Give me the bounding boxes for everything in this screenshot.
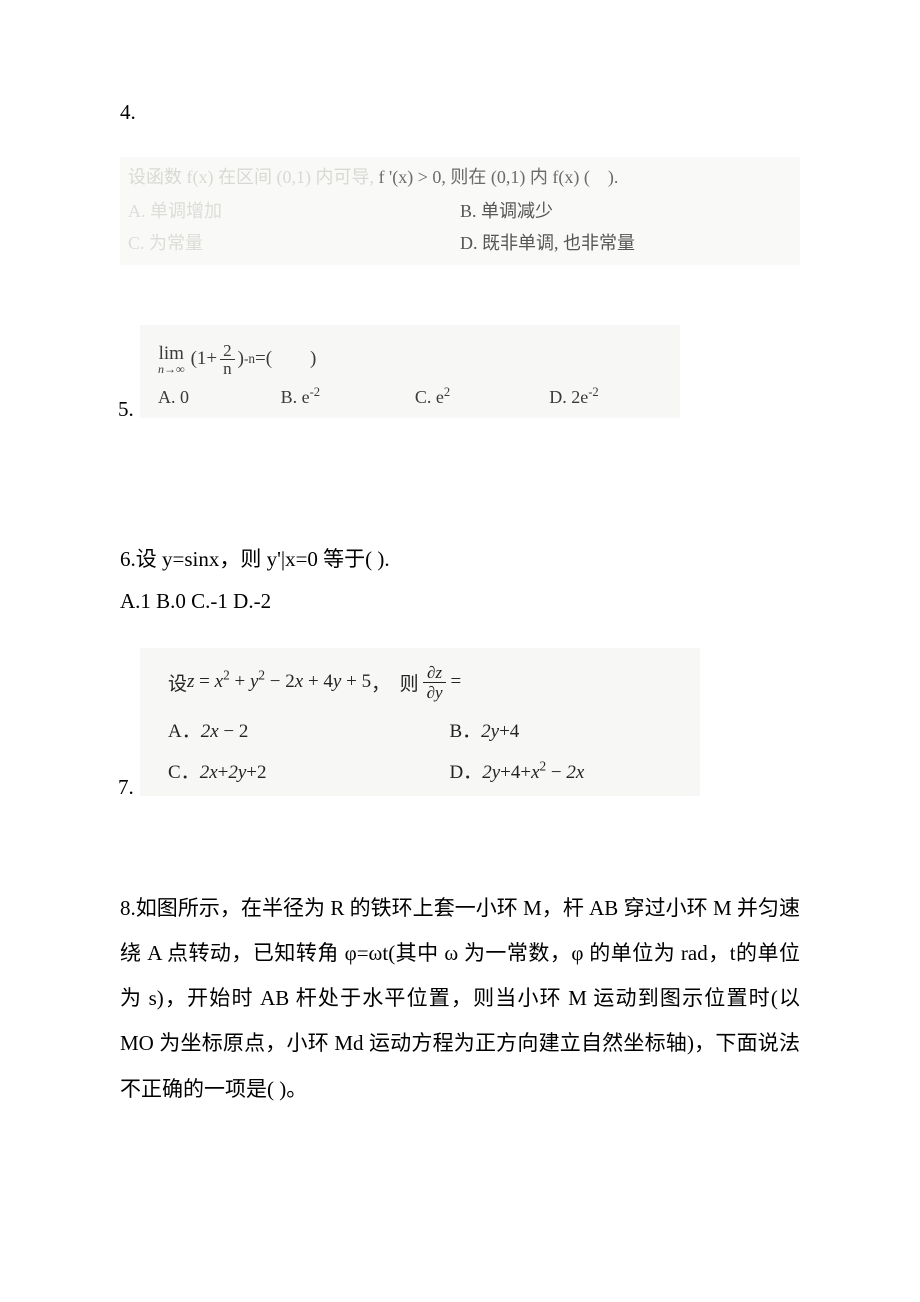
question-8: 8.如图所示，在半径为 R 的铁环上套一小环 M，杆 AB 穿过小环 M 并匀速… — [120, 886, 800, 1112]
q7-option-a: A．2x − 2 — [168, 716, 449, 743]
limit-operator: lim n→∞ — [158, 344, 185, 375]
question-5-options: A. 0 B. e-2 C. e2 D. 2e-2 — [158, 387, 666, 408]
question-6: 6.设 y=sinx，则 y'|x=0 等于( ). A.1 B.0 C.-1 … — [120, 538, 800, 622]
lim-fraction: 2 n — [220, 342, 235, 377]
q4-option-d: D. 既非单调, 也非常量 — [460, 229, 792, 255]
lim-sub: n→∞ — [158, 363, 185, 375]
question-5-panel: lim n→∞ (1+ 2 n )-n=( ) A. 0 B. e-2 C. e… — [140, 325, 680, 418]
lim-eq: =( ) — [255, 348, 316, 370]
q7-stem: 设 z = x2 + y2 − 2x + 4y + 5 ， 则 ∂z ∂y = — [168, 662, 684, 702]
q5-limit-expr: lim n→∞ (1+ 2 n )-n=( ) — [158, 337, 666, 381]
q6-stem: 6.设 y=sinx，则 y'|x=0 等于( ). — [120, 538, 800, 580]
q7-option-d: D．2y+4+x2 − 2x — [449, 757, 684, 784]
question-7: 7. 设 z = x2 + y2 − 2x + 4y + 5 ， 则 ∂z ∂y… — [120, 648, 800, 796]
q7-stem-prefix: 设 — [168, 669, 187, 696]
q7-then: ， 则 — [371, 669, 419, 696]
q7-option-c: C．2x+2y+2 — [168, 757, 449, 784]
question-7-panel: 设 z = x2 + y2 − 2x + 4y + 5 ， 则 ∂z ∂y = … — [140, 648, 700, 796]
question-4-stem: 设函数 f(x) 在区间 (0,1) 内可导, f '(x) > 0, 则在 (… — [128, 163, 792, 189]
question-7-number: 7. — [118, 775, 134, 800]
question-4-number: 4. — [120, 100, 800, 125]
q7-eq: = — [451, 671, 462, 693]
question-4-panel: 设函数 f(x) 在区间 (0,1) 内可导, f '(x) > 0, 则在 (… — [120, 157, 800, 265]
q4-option-b: B. 单调减少 — [460, 197, 792, 223]
lim-frac-num: 2 — [220, 342, 235, 360]
q7-partial-fraction: ∂z ∂y — [423, 663, 447, 702]
q5-option-c: C. e2 — [415, 387, 549, 408]
q7-expr: z = x2 + y2 − 2x + 4y + 5 — [187, 671, 371, 693]
lim-close: ) — [238, 348, 244, 370]
q4-stem-suffix: ). — [594, 167, 618, 187]
question-7-options: A．2x − 2 B．2y+4 C．2x+2y+2 D．2y+4+x2 − 2x — [168, 716, 684, 784]
q5-option-b: B. e-2 — [281, 387, 415, 408]
q7-frac-den: ∂y — [423, 683, 447, 702]
question-5-number: 5. — [118, 397, 134, 422]
q5-option-a: A. 0 — [158, 387, 281, 408]
lim-open: (1+ — [191, 348, 218, 370]
question-4-options: A. 单调增加 B. 单调减少 C. 为常量 D. 既非单调, 也非常量 — [128, 197, 792, 255]
q4-stem-faint: 设函数 f(x) 在区间 (0,1) 内可导, — [128, 167, 374, 187]
q6-options: A.1 B.0 C.-1 D.-2 — [120, 580, 800, 622]
lim-label: lim — [159, 344, 184, 363]
q4-option-c: C. 为常量 — [128, 229, 460, 255]
lim-frac-den: n — [220, 360, 235, 377]
q4-stem-mid: f '(x) > 0, 则在 (0,1) 内 f(x) ( — [378, 167, 589, 187]
q7-option-b: B．2y+4 — [449, 716, 684, 743]
q4-option-a: A. 单调增加 — [128, 197, 460, 223]
q7-frac-num: ∂z — [423, 663, 446, 683]
question-5: 5. lim n→∞ (1+ 2 n )-n=( ) A. 0 B. e-2 C… — [120, 325, 800, 418]
q5-option-d: D. 2e-2 — [549, 387, 666, 408]
